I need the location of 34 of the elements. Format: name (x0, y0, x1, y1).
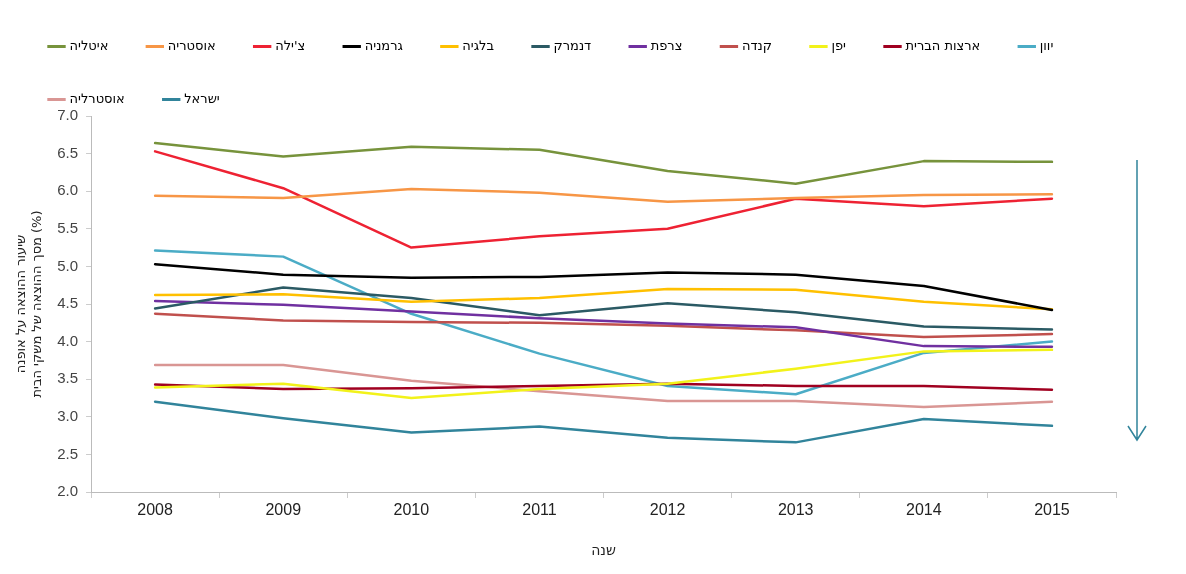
x-tick-label: 2008 (137, 501, 174, 519)
x-tick-label: 2015 (1034, 501, 1070, 519)
legend-label: בלגיה (462, 37, 495, 53)
legend-label: אוסטרליה (69, 90, 125, 106)
legend-label: ארצות הברית (905, 37, 981, 53)
x-tick-label: 2010 (393, 501, 430, 519)
y-tick-label: 4.0 (57, 331, 79, 349)
y-tick-label: 3.5 (57, 369, 79, 387)
legend-label: איטליה (69, 37, 109, 53)
legend-label: ישראל (184, 90, 220, 106)
x-tick-label: 2009 (265, 501, 302, 519)
y-tick-label: 2.5 (57, 444, 79, 462)
legend-label: יוון (1039, 37, 1054, 53)
y-tick-label: 6.0 (57, 181, 79, 199)
x-axis-title: שנה (591, 542, 616, 559)
x-tick-label: 2012 (649, 501, 686, 519)
y-tick-label: 2.0 (57, 482, 79, 500)
y-tick-label: 5.5 (57, 218, 79, 236)
legend-label: אוסטריה (167, 37, 216, 53)
legend-label: יפן (831, 37, 847, 53)
x-tick-label: 2014 (906, 501, 942, 519)
y-tick-label: 5.0 (57, 256, 79, 274)
x-tick-label: 2011 (522, 501, 557, 519)
y-tick-label: 7.0 (57, 106, 79, 124)
y-axis-title: שיעור ההוצאה על אופנה מסך ההוצאה של משקי הבית (%) (13, 210, 44, 398)
legend-label: קנדה (741, 37, 772, 53)
legend-label: גרמניה (364, 37, 403, 53)
y-tick-label: 4.5 (57, 294, 79, 312)
legend-label: צ'ילה (275, 37, 306, 53)
legend-label: דנמרק (553, 37, 592, 53)
y-tick-label: 3.0 (57, 406, 79, 424)
y-tick-label: 6.5 (57, 143, 79, 161)
x-tick-label: 2013 (777, 501, 814, 519)
legend-label: צרפת (650, 37, 683, 53)
